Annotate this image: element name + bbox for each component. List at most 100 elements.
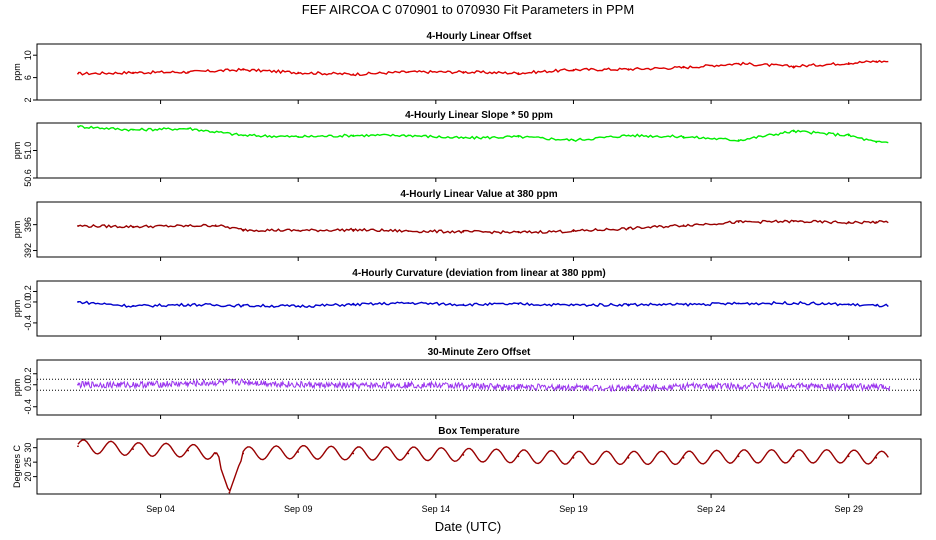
panel-5-series-line <box>77 378 891 393</box>
panel-5-data-point <box>462 384 465 387</box>
panel-4-data-point <box>187 303 190 306</box>
x-tick-label: Sep 04 <box>146 504 175 514</box>
panel-6-data-point <box>737 455 740 458</box>
panel-5-data-point <box>517 386 520 388</box>
panel-3-data-point <box>737 221 740 223</box>
panel-6-data-point <box>228 491 231 494</box>
panel-4-data-point <box>572 304 575 306</box>
panel-2-data-point <box>682 135 685 138</box>
x-tick-label: Sep 24 <box>697 504 726 514</box>
panel-4-data-point <box>242 304 245 307</box>
panel-1-data-point <box>847 62 850 64</box>
panel-3-data-point <box>792 220 795 223</box>
panel-1-data-point <box>132 71 134 74</box>
panel-5-data-point <box>627 387 630 389</box>
panel-5-data-point <box>407 383 410 386</box>
panel-6-data-point <box>572 456 575 459</box>
panel-1-ytick-label: 2 <box>23 97 33 102</box>
panel-4-data-point <box>792 302 795 304</box>
panel-1-data-point <box>517 72 520 75</box>
panel-4-frame <box>36 280 922 337</box>
panel-4-data-point <box>297 305 300 308</box>
panel-1-data-point <box>737 62 740 65</box>
panel-6-data-point <box>77 445 79 448</box>
panel-4-title: 4-Hourly Curvature (deviation from linea… <box>352 268 605 279</box>
panel-2-title: 4-Hourly Linear Slope * 50 ppm <box>405 110 553 121</box>
panel-4-data-point <box>77 301 79 303</box>
panel-4-ytick-label: 0.2 <box>23 285 33 298</box>
panel-2-data-point <box>627 134 630 137</box>
panel-4-data-point <box>407 302 410 304</box>
panel-5-data-point <box>682 385 685 388</box>
panel-4-data-point <box>737 302 740 305</box>
panel-1-data-point <box>407 71 410 73</box>
panel-2-data-point <box>77 125 79 128</box>
panel-5-ytick-label: -0.4 <box>23 399 33 415</box>
panel-6-ytick-label: 30 <box>23 443 33 453</box>
panel-6-data-point <box>297 451 300 453</box>
panel-1-data-point <box>297 71 300 74</box>
panel-2-data-point <box>462 137 465 140</box>
panel-6-data-point <box>517 455 520 458</box>
panel-1-data-point <box>627 68 630 71</box>
panel-5-data-point <box>242 381 245 383</box>
panel-6-data-point <box>627 456 630 459</box>
panel-2-data-point <box>242 134 245 137</box>
panel-2-data-point <box>187 127 190 130</box>
panel-3-data-point <box>682 224 685 227</box>
panel-5-data-point <box>572 386 575 389</box>
panel-3-ytick-label: 392 <box>23 243 33 258</box>
panel-3-data-point <box>462 230 465 233</box>
panel-6-data-point <box>132 448 134 451</box>
panel-3-data-point <box>214 224 217 227</box>
panel-6-data-point <box>875 456 878 459</box>
panel-3-series-line <box>77 219 889 235</box>
x-tick-label: Sep 29 <box>834 504 863 514</box>
panel-2-data-point <box>407 134 410 137</box>
panel-6-frame <box>36 438 922 495</box>
panel-4-data-point <box>462 303 465 306</box>
panel-3-data-point <box>77 225 79 227</box>
panel-3-data-point <box>297 229 300 232</box>
panel-2-data-point <box>297 135 300 138</box>
panel-2-data-point <box>792 130 795 133</box>
panel-3-data-point <box>407 230 410 233</box>
panel-6-data-point <box>187 449 190 452</box>
panel-1-data-point <box>792 65 795 68</box>
panel-6-data-point <box>242 452 245 455</box>
panel-3-ytick-label: 396 <box>23 217 33 232</box>
panel-5-data-point <box>132 383 134 386</box>
panel-3-data-point <box>875 221 878 223</box>
panel-1-data-point <box>187 71 190 73</box>
panel-3-frame <box>36 201 922 258</box>
panel-5-data-point <box>187 382 190 385</box>
panel-3-title: 4-Hourly Linear Value at 380 ppm <box>400 189 557 200</box>
panel-5-frame <box>36 359 922 416</box>
panel-6-data-point <box>352 452 355 455</box>
x-tick-label: Sep 09 <box>284 504 313 514</box>
panel-2-frame <box>36 122 922 179</box>
panel-6-ytick-label: 25 <box>23 457 33 467</box>
panel-1-ylabel: ppm <box>12 63 22 81</box>
panel-3-data-point <box>627 227 630 230</box>
panel-4-data-point <box>132 305 134 308</box>
x-tick-label: Sep 14 <box>422 504 451 514</box>
panel-5-title: 30-Minute Zero Offset <box>428 347 531 358</box>
panel-1-data-point <box>242 68 245 71</box>
panel-3-data-point <box>132 225 134 228</box>
panel-4-data-point <box>352 303 355 306</box>
panel-2-data-point <box>572 139 575 142</box>
panel-6-data-point <box>407 452 410 455</box>
panel-2-data-point <box>517 135 520 138</box>
panel-2-data-point <box>875 141 878 144</box>
panel-2-data-point <box>737 139 740 142</box>
panel-1-ytick-label: 6 <box>23 75 33 80</box>
panel-2-data-point <box>847 134 850 137</box>
panel-4-series-line <box>78 300 889 308</box>
panel-5-ylabel: ppm <box>12 379 22 397</box>
panel-1-data-point <box>77 72 79 75</box>
panel-5-data-point <box>352 384 355 387</box>
panel-4-ytick-label: 0.0 <box>23 296 33 309</box>
panel-3-data-point <box>187 225 190 227</box>
